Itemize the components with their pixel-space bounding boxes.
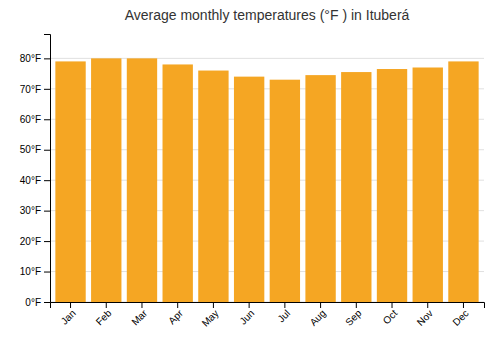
tick-label: Aug (308, 308, 328, 328)
tick: Dec (450, 302, 470, 328)
bar (127, 58, 157, 302)
tick-label: Dec (450, 308, 470, 328)
bars (55, 58, 478, 302)
tick-mark (44, 241, 50, 242)
tick-mark (70, 302, 71, 308)
tick: May (200, 302, 221, 329)
tick-label: Jun (237, 308, 256, 327)
tick-mark (284, 302, 285, 308)
tick-label: 30°F (20, 205, 41, 216)
plot: 0°F 10°F 20°F 30°F 40°F 50°F 60°F 70°F 80°F Jan Fe… (20, 35, 485, 329)
bar (448, 61, 478, 302)
tick-mark (44, 180, 50, 181)
tick-mark (44, 89, 50, 90)
x-axis: Jan Feb Mar Apr May Jun Jul Aug Sep Oct Nov Dec (51, 302, 485, 329)
tick: 30°F (20, 205, 50, 216)
tick-label: Jan (59, 308, 78, 327)
tick-label: Jul (275, 308, 292, 325)
tick-label: Oct (381, 307, 400, 326)
tick-label: 10°F (20, 266, 41, 277)
tick-mark (249, 302, 250, 308)
tick: Jul (275, 302, 292, 324)
tick-label: 70°F (20, 84, 41, 95)
tick: 20°F (20, 236, 50, 247)
tick: 80°F (20, 53, 50, 64)
tick-label: Apr (166, 307, 185, 326)
tick-mark (44, 272, 50, 273)
tick: Aug (308, 302, 328, 328)
tick-mark (44, 119, 50, 120)
tick: Oct (381, 302, 400, 326)
tick-mark (392, 302, 393, 308)
bar (305, 75, 335, 302)
tick: 50°F (20, 144, 50, 155)
grid (50, 58, 484, 302)
bar (163, 64, 193, 302)
bar (55, 61, 85, 302)
axis-line (51, 303, 485, 309)
tick-label: 80°F (20, 53, 41, 64)
tick-label: 50°F (20, 144, 41, 155)
tick-mark (44, 150, 50, 151)
tick: Sep (343, 302, 364, 328)
bar (270, 80, 300, 302)
tick-label: 20°F (20, 236, 41, 247)
axis-line (44, 35, 51, 303)
tick: Jan (59, 302, 78, 327)
tick: Feb (94, 302, 114, 328)
tick: 40°F (20, 175, 50, 186)
tick: 70°F (20, 84, 50, 95)
tick: Apr (166, 302, 185, 326)
bar (198, 71, 228, 302)
title: Average monthly temperatures (°F ) in It… (125, 7, 410, 23)
tick-mark (141, 302, 142, 308)
tick-mark (44, 58, 50, 59)
tick-label: 40°F (20, 175, 41, 186)
tick-label: May (200, 308, 221, 329)
tick: Jun (237, 302, 256, 327)
tick-label: 60°F (20, 114, 41, 125)
tick: Mar (129, 302, 149, 328)
tick-mark (44, 302, 50, 303)
tick-mark (177, 302, 178, 308)
tick-mark (463, 302, 464, 308)
y-axis: 0°F 10°F 20°F 30°F 40°F 50°F 60°F 70°F 80°F (20, 35, 51, 308)
tick-label: Feb (94, 307, 114, 327)
bar (234, 77, 264, 302)
tick-label: 0°F (25, 297, 41, 308)
bar (413, 68, 443, 303)
bar (91, 58, 121, 302)
tick-mark (356, 302, 357, 308)
tick-label: Nov (415, 308, 435, 328)
tick: 0°F (25, 297, 50, 308)
tick-mark (44, 211, 50, 212)
chart: 0°F 10°F 20°F 30°F 40°F 50°F 60°F 70°F 80°F Jan Fe… (0, 0, 500, 350)
tick-label: Mar (129, 307, 149, 327)
tick-mark (213, 302, 214, 308)
bar (377, 69, 407, 302)
tick-mark (320, 302, 321, 308)
bar (341, 72, 371, 302)
tick: 60°F (20, 114, 50, 125)
tick-mark (427, 302, 428, 308)
tick: Nov (415, 302, 435, 328)
tick-label: Sep (343, 307, 364, 328)
tick-mark (106, 302, 107, 308)
tick: 10°F (20, 266, 50, 277)
